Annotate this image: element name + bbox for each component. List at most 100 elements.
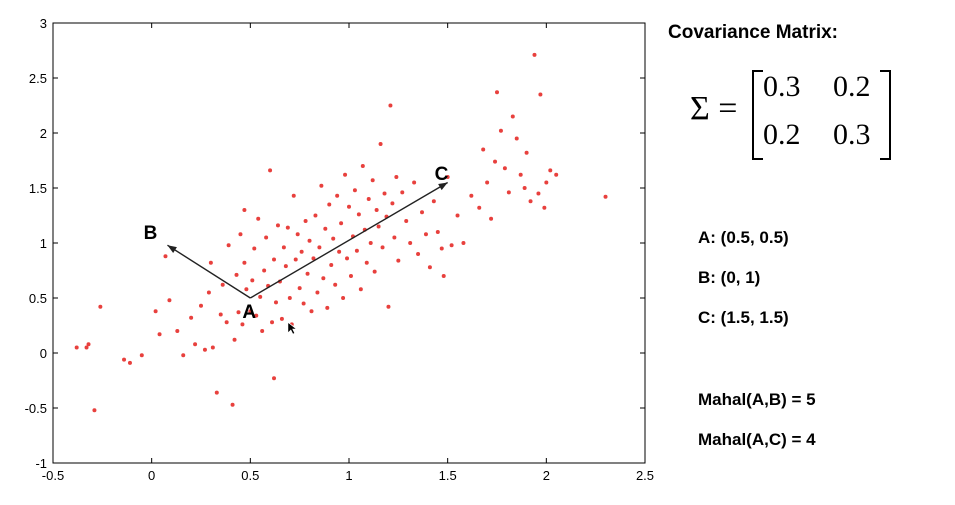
- scatter-point: [431, 199, 436, 204]
- scatter-point: [313, 213, 318, 218]
- scatter-point: [333, 282, 338, 287]
- scatter-point: [236, 310, 241, 315]
- scatter-point: [544, 180, 549, 185]
- x-tick-label: 0: [148, 468, 155, 483]
- scatter-point: [208, 260, 213, 265]
- scatter-point: [469, 193, 474, 198]
- scatter-point: [301, 301, 306, 306]
- scatter-point: [214, 390, 219, 395]
- scatter-point: [498, 128, 503, 133]
- scatter-point: [388, 103, 393, 108]
- covariance-matrix: Σ = 0.3 0.2 0.2 0.3: [690, 64, 920, 164]
- scatter-point: [163, 254, 168, 259]
- scatter-point: [390, 201, 395, 206]
- scatter-point: [485, 180, 490, 185]
- scatter-point: [272, 257, 277, 262]
- scatter-point: [408, 241, 413, 245]
- scatter-point: [536, 191, 541, 196]
- scatter-point: [366, 197, 371, 201]
- arrowhead-b: [167, 245, 177, 253]
- scatter-point: [376, 224, 381, 229]
- scatter-point: [315, 290, 320, 295]
- x-tick-label: 1: [345, 468, 352, 483]
- scatter-point: [199, 303, 203, 308]
- scatter-point: [189, 315, 194, 320]
- point-a-coords: A: (0.5, 0.5): [698, 228, 789, 247]
- y-axis-ticks: -1 -0.5 0 0.5 1 1.5 2 2.5 3: [25, 16, 645, 471]
- scatter-point: [368, 241, 373, 245]
- scatter-point: [356, 212, 361, 217]
- scatter-point: [206, 290, 211, 295]
- scatter-point: [98, 304, 103, 309]
- point-label-b: B: [144, 223, 158, 244]
- scatter-point: [311, 256, 316, 261]
- point-c-coords: C: (1.5, 1.5): [698, 308, 789, 327]
- scatter-point: [260, 329, 265, 333]
- y-tick-label: 0.5: [29, 291, 47, 306]
- scatter-point: [345, 256, 350, 261]
- scatter-point: [283, 264, 288, 269]
- scatter-point: [441, 274, 446, 278]
- arrowhead-c: [438, 182, 448, 191]
- scatter-point: [299, 249, 304, 254]
- scatter-point: [455, 213, 460, 218]
- y-tick-label: 1.5: [29, 181, 47, 196]
- scatter-point: [435, 230, 440, 234]
- scatter-point: [510, 114, 515, 119]
- scatter-point: [252, 246, 257, 251]
- plot-area-frame: [52, 22, 646, 464]
- scatter-point: [210, 345, 215, 350]
- scatter-point: [157, 332, 162, 337]
- scatter-point: [347, 204, 351, 209]
- scatter-point: [335, 193, 340, 198]
- scatter-point: [358, 287, 363, 292]
- mouse-cursor-icon: [287, 321, 298, 335]
- scatter-point: [232, 337, 237, 342]
- scatter-point: [309, 309, 314, 314]
- scatter-point: [528, 199, 533, 204]
- scatter-point: [272, 376, 277, 381]
- scatter-point: [291, 193, 296, 198]
- scatter-point: [329, 263, 334, 267]
- point-labels: A B C: [144, 164, 449, 323]
- scatter-point: [427, 265, 432, 270]
- scatter-point: [423, 232, 428, 237]
- scatter-point: [360, 164, 365, 168]
- scatter-point: [297, 286, 302, 291]
- scatter-point: [279, 316, 284, 321]
- scatter-point: [370, 178, 375, 183]
- point-b-coords: B: (0, 1): [698, 268, 761, 287]
- sigma-label: Σ =: [690, 90, 738, 127]
- y-tick-label: 1: [40, 236, 47, 251]
- scatter-point: [416, 252, 421, 256]
- x-tick-label: 2.5: [636, 468, 654, 483]
- covariance-heading: Covariance Matrix:: [668, 22, 839, 43]
- scatter-point: [420, 210, 425, 215]
- scatter-point: [234, 272, 239, 277]
- scatter-point: [193, 342, 198, 347]
- scatter-point: [532, 52, 537, 57]
- scatter-point: [305, 271, 310, 276]
- scatter-point: [327, 202, 332, 207]
- scatter-point: [224, 320, 229, 325]
- scatter-point: [489, 216, 494, 221]
- scatter-point: [258, 294, 263, 299]
- scatter-point: [86, 342, 91, 347]
- scatter-point: [364, 260, 369, 265]
- scatter-point: [323, 226, 328, 231]
- scatter-point: [339, 221, 344, 226]
- scatter-point: [404, 219, 409, 223]
- scatter-point: [439, 246, 444, 251]
- scatter-point: [242, 208, 247, 212]
- scatter-point: [514, 136, 519, 141]
- scatter-point: [303, 219, 308, 223]
- scatter-point: [220, 282, 225, 287]
- scatter-point: [317, 245, 322, 250]
- scatter-point: [506, 190, 511, 195]
- scatter-point: [603, 194, 608, 199]
- scatter-point: [84, 345, 89, 350]
- x-tick-label: -0.5: [42, 468, 64, 483]
- scatter-point: [264, 235, 269, 240]
- scatter-point: [175, 329, 180, 333]
- scatter-point: [352, 188, 357, 193]
